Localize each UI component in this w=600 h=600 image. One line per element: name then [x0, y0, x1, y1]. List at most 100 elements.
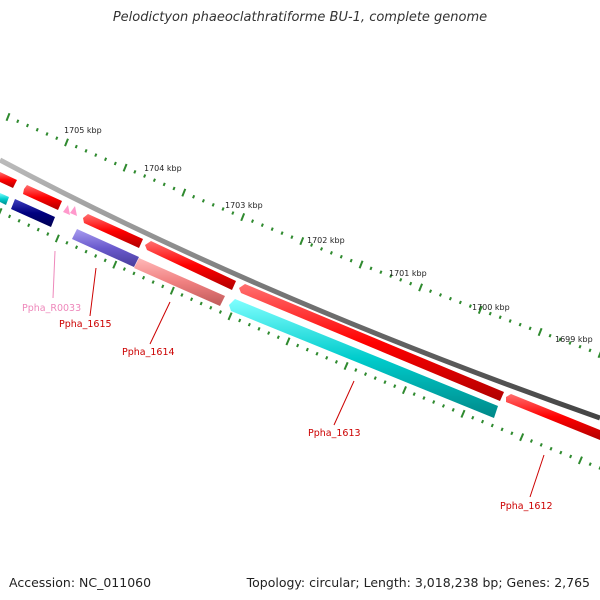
inner-tick-21	[199, 301, 203, 306]
inner-tick-45	[432, 400, 436, 404]
inner-tick-23	[218, 310, 222, 314]
outer-tick-29	[290, 235, 294, 239]
kbp-label-1705: 1705 kbp	[64, 126, 102, 135]
outer-tick-32	[319, 247, 324, 251]
inner-tick-18	[169, 286, 175, 295]
inner-tick-42	[401, 386, 407, 395]
outer-tick-26	[260, 223, 264, 228]
inner-tick-56	[539, 443, 543, 447]
gene-reverse-cyan-2	[229, 299, 498, 418]
outer-tick-7	[74, 144, 78, 149]
outer-tick-19	[192, 194, 196, 199]
gene-label-ppha-1612: Ppha_1612	[500, 501, 553, 512]
inner-tick-31	[296, 343, 300, 348]
outer-tick-47	[468, 304, 472, 309]
inner-tick-33	[315, 351, 319, 356]
inner-tick-10	[94, 254, 98, 258]
outer-tick-11	[113, 161, 117, 166]
inner-tick-0	[0, 207, 3, 215]
inner-tick-7	[65, 240, 69, 245]
inner-tick-52	[500, 427, 504, 432]
kbp-labels: 1705 kbp 1704 kbp 1703 kbp 1702 kbp 1701…	[64, 126, 593, 344]
inner-tick-20	[190, 297, 194, 302]
gene-forward-6	[506, 394, 600, 440]
outer-tick-0	[5, 112, 11, 122]
outer-tick-50	[498, 315, 502, 320]
inner-tick-12	[112, 260, 118, 269]
outer-tick-24	[240, 213, 246, 222]
outer-tick-2	[25, 123, 30, 128]
outer-tick-1	[16, 119, 20, 124]
inner-tick-36	[343, 361, 349, 371]
inner-tick-35	[334, 360, 338, 364]
genome-backbone	[0, 157, 600, 421]
outer-tick-42	[418, 283, 424, 292]
inner-tick-27	[257, 327, 261, 331]
outer-tick-12	[122, 163, 128, 172]
inner-tick-43	[412, 392, 416, 396]
inner-tick-53	[510, 431, 514, 436]
outer-tick-6	[64, 138, 69, 147]
outer-tick-21	[211, 203, 215, 207]
forward-strand-features	[0, 172, 600, 440]
leader-ppha-1613	[333, 380, 355, 426]
outer-tick-27	[270, 227, 274, 232]
gene-label-ppha-1614: Ppha_1614	[122, 347, 175, 358]
outer-tick-56	[558, 337, 562, 342]
outer-tick-45	[448, 296, 452, 301]
outer-tick-53	[528, 326, 532, 331]
inner-tick-26	[247, 322, 251, 327]
outer-tick-35	[349, 258, 353, 263]
outer-tick-54	[537, 327, 543, 337]
outer-tick-59	[588, 348, 592, 353]
inner-tick-39	[373, 376, 377, 380]
outer-tick-40	[399, 277, 403, 282]
outer-tick-51	[508, 319, 512, 323]
inner-tick-9	[84, 249, 88, 254]
leader-ppha-1614	[149, 301, 171, 345]
inner-tick-15	[141, 275, 146, 280]
outer-tick-18	[181, 188, 187, 197]
inner-tick-14	[132, 271, 136, 276]
inner-tick-47	[451, 408, 455, 412]
inner-tick-2	[17, 218, 21, 223]
kbp-label-1700: 1700 kbp	[472, 303, 510, 312]
gene-label-ppha-1613: Ppha_1613	[308, 428, 361, 439]
inner-tick-44	[422, 396, 426, 400]
outer-tick-23	[231, 211, 235, 215]
outer-tick-34	[339, 254, 343, 259]
inner-tick-16	[151, 280, 155, 284]
inner-tick-22	[209, 305, 213, 310]
outer-tick-38	[379, 270, 383, 275]
inner-tick-38	[363, 372, 368, 376]
inner-tick-3	[27, 223, 31, 228]
gene-reverse-cyan-1	[0, 193, 9, 205]
outer-tick-52	[518, 322, 522, 327]
outer-tick-46	[458, 300, 462, 305]
inner-tick-48	[460, 409, 466, 418]
gene-forward-1	[0, 172, 17, 188]
outer-tick-8	[84, 149, 88, 153]
gene-label-ppha-1615: Ppha_1615	[59, 319, 112, 330]
gene-forward-4	[145, 241, 236, 290]
outer-tick-28	[280, 231, 284, 235]
inner-tick-13	[122, 267, 126, 271]
outer-tick-22	[221, 207, 225, 211]
outer-tick-58	[578, 344, 582, 349]
outer-tick-15	[152, 178, 156, 183]
kbp-label-1702: 1702 kbp	[307, 236, 345, 245]
outer-tick-5	[55, 136, 59, 141]
inner-tick-60	[577, 456, 583, 465]
outer-tick-43	[429, 289, 433, 294]
outer-tick-10	[104, 157, 108, 162]
outer-tick-16	[162, 182, 166, 187]
inner-tick-29	[276, 335, 280, 340]
outer-tick-17	[172, 186, 176, 191]
label-leaders	[52, 250, 545, 498]
outer-tick-36	[358, 260, 364, 269]
inner-tick-5	[46, 232, 50, 236]
genome-summary-text: Topology: circular; Length: 3,018,238 bp…	[246, 575, 590, 590]
rna-feature-2	[70, 206, 77, 216]
inner-tick-49	[471, 415, 475, 420]
minor-tick-ring	[5, 112, 600, 359]
